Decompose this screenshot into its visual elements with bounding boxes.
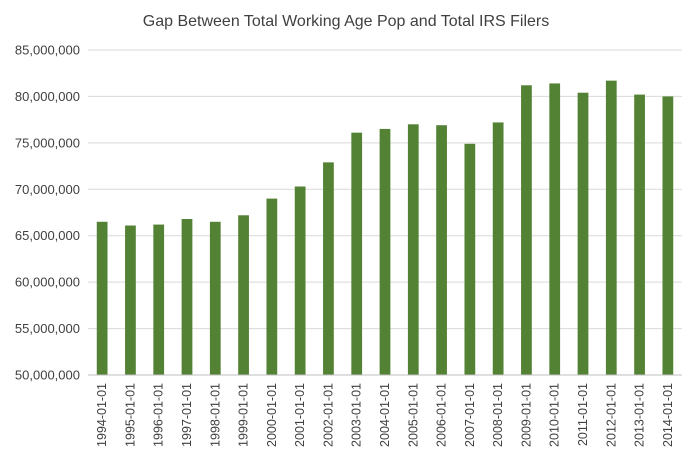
x-tick-label: 2011-01-01 [576, 383, 590, 446]
x-tick-label: 1997-01-01 [180, 383, 194, 447]
bar-2004-01-01 [379, 128, 391, 375]
bar-1998-01-01 [209, 221, 221, 375]
chart-title: Gap Between Total Working Age Pop and To… [143, 13, 549, 30]
x-tick-label: 2010-01-01 [548, 383, 562, 447]
x-tick-label: 2009-01-01 [519, 383, 533, 447]
x-tick-label: 2006-01-01 [435, 383, 449, 447]
bar-1996-01-01 [153, 224, 165, 375]
bar-2010-01-01 [549, 83, 561, 375]
bar-2005-01-01 [407, 124, 419, 376]
bar-2012-01-01 [605, 80, 617, 376]
x-tick-label: 2014-01-01 [661, 383, 675, 447]
bar-1995-01-01 [125, 225, 136, 375]
x-tick-label: 2002-01-01 [321, 383, 335, 447]
x-tick-label: 2005-01-01 [406, 383, 420, 447]
y-tick-label: 80,000,000 [15, 89, 80, 104]
x-tick-label: 2012-01-01 [604, 383, 618, 447]
bar-2014-01-01 [662, 96, 674, 375]
bar-2006-01-01 [436, 125, 447, 375]
bars [96, 80, 674, 376]
x-tick-label: 2008-01-01 [491, 383, 505, 447]
y-tick-label: 50,000,000 [15, 368, 80, 383]
bar-1994-01-01 [96, 221, 108, 375]
x-tick-label: 2007-01-01 [463, 383, 477, 447]
bar-2007-01-01 [464, 143, 476, 375]
bar-1999-01-01 [238, 215, 249, 375]
bar-2009-01-01 [521, 85, 532, 376]
x-tick-label: 1994-01-01 [95, 383, 109, 447]
x-tick-label: 1995-01-01 [123, 383, 137, 447]
y-axis-ticks: 50,000,000 55,000,000 60,000,000 65,000,000… [15, 43, 80, 383]
x-tick-label: 2003-01-01 [350, 383, 364, 447]
x-tick-label: 1999-01-01 [237, 383, 251, 447]
x-tick-label: 1996-01-01 [152, 383, 166, 447]
y-tick-label: 85,000,000 [15, 43, 80, 58]
bar-2001-01-01 [294, 186, 306, 375]
x-tick-label: 2004-01-01 [378, 383, 392, 447]
x-tick-label: 2001-01-01 [293, 383, 307, 447]
bar-2013-01-01 [634, 94, 645, 376]
bar-2003-01-01 [351, 132, 363, 375]
bar-2008-01-01 [492, 122, 504, 375]
x-axis-ticks: 1994-01-01 1995-01-01 1996-01-01 1997-01-01… [95, 383, 675, 447]
x-tick-label: 2000-01-01 [265, 383, 279, 447]
bar-2011-01-01 [577, 92, 589, 375]
y-tick-label: 75,000,000 [15, 135, 80, 150]
bar-2002-01-01 [323, 162, 334, 375]
bar-1997-01-01 [181, 219, 193, 375]
y-tick-label: 70,000,000 [15, 182, 80, 197]
x-tick-label: 2013-01-01 [633, 383, 647, 447]
y-tick-label: 55,000,000 [15, 321, 80, 336]
y-tick-label: 60,000,000 [15, 275, 80, 290]
x-tick-label: 1998-01-01 [208, 383, 222, 447]
bar-2000-01-01 [266, 198, 278, 375]
y-tick-label: 65,000,000 [15, 228, 80, 243]
